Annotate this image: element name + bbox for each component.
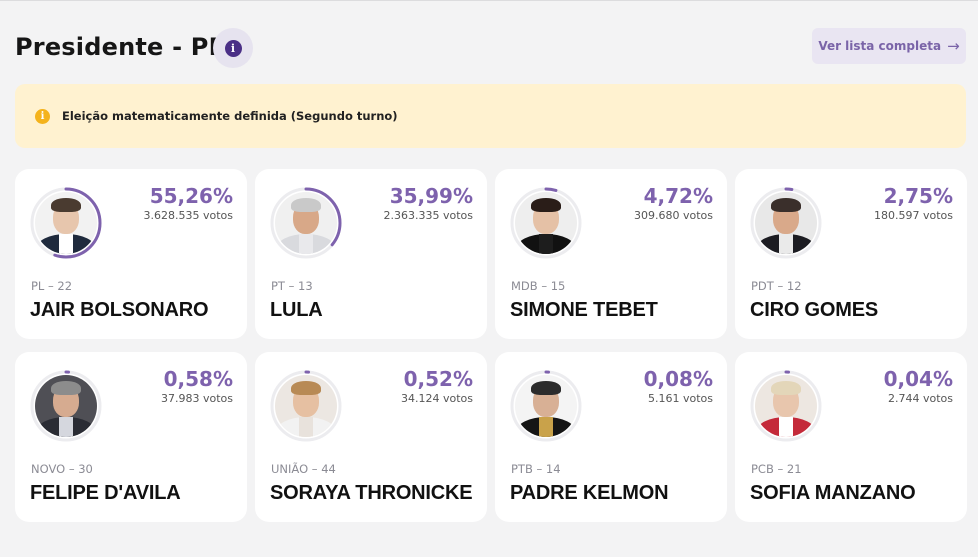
candidate-name: PADRE KELMON (510, 482, 669, 504)
party-label: NOVO – 30 (31, 462, 93, 476)
candidate-name: CIRO GOMES (750, 299, 879, 321)
vote-percentage: 4,72% (643, 184, 713, 208)
candidate-photo (268, 368, 344, 444)
candidate-photo (748, 185, 824, 261)
vote-share-ring (30, 370, 102, 442)
vote-share-ring (510, 370, 582, 442)
party-label: PDT – 12 (751, 279, 802, 293)
avatar (275, 375, 337, 437)
avatar (755, 192, 817, 254)
vote-percentage: 55,26% (149, 184, 233, 208)
candidate-name: JAIR BOLSONARO (30, 299, 209, 321)
candidate-card[interactable]: 35,99% 2.363.335 votos PT – 13 LULA (255, 169, 487, 339)
avatar (275, 192, 337, 254)
candidate-card[interactable]: 0,08% 5.161 votos PTB – 14 PADRE KELMON (495, 352, 727, 522)
info-icon: i (224, 39, 242, 57)
candidate-card[interactable]: 0,04% 2.744 votos PCB – 21 SOFIA MANZANO (735, 352, 967, 522)
avatar (515, 192, 577, 254)
vote-count: 180.597 votos (874, 209, 953, 222)
vote-percentage: 0,52% (403, 367, 473, 391)
candidate-photo (508, 185, 584, 261)
vote-share-ring (270, 187, 342, 259)
avatar (515, 375, 577, 437)
vote-count: 34.124 votos (401, 392, 473, 405)
vote-percentage: 0,04% (883, 367, 953, 391)
candidate-photo (28, 185, 104, 261)
candidate-photo (748, 368, 824, 444)
party-label: PCB – 21 (751, 462, 802, 476)
vote-share-ring (270, 370, 342, 442)
vote-count: 309.680 votos (634, 209, 713, 222)
candidate-photo (28, 368, 104, 444)
page-title: Presidente - PR (15, 33, 228, 61)
candidate-card[interactable]: 4,72% 309.680 votos MDB – 15 SIMONE TEBE… (495, 169, 727, 339)
warning-icon: i (35, 108, 50, 124)
candidate-name: SIMONE TEBET (510, 299, 658, 321)
election-status-alert: i Eleição matematicamente definida (Segu… (15, 84, 966, 148)
candidate-card[interactable]: 55,26% 3.628.535 votos PL – 22 JAIR BOLS… (15, 169, 247, 339)
vote-share-ring (30, 187, 102, 259)
vote-count: 37.983 votos (161, 392, 233, 405)
candidate-name: FELIPE D'AVILA (30, 482, 181, 504)
party-label: PL – 22 (31, 279, 73, 293)
candidate-name: LULA (270, 299, 323, 321)
vote-share-ring (750, 370, 822, 442)
vote-count: 5.161 votos (647, 392, 713, 405)
avatar (755, 375, 817, 437)
candidate-photo (268, 185, 344, 261)
vote-percentage: 2,75% (883, 184, 953, 208)
party-label: UNIÃO – 44 (271, 462, 336, 476)
vote-percentage: 0,08% (643, 367, 713, 391)
candidate-name: SOFIA MANZANO (750, 482, 916, 504)
candidate-name: SORAYA THRONICKE (270, 482, 473, 504)
vote-percentage: 35,99% (389, 184, 473, 208)
vote-count: 3.628.535 votos (143, 209, 234, 222)
party-label: PTB – 14 (511, 462, 561, 476)
vote-share-ring (750, 187, 822, 259)
avatar (35, 375, 97, 437)
avatar (35, 192, 97, 254)
vote-percentage: 0,58% (163, 367, 233, 391)
view-full-list-button[interactable]: Ver lista completa → (812, 28, 966, 64)
info-button[interactable]: i (213, 28, 253, 68)
candidate-card[interactable]: 2,75% 180.597 votos PDT – 12 CIRO GOMES (735, 169, 967, 339)
page-header: Presidente - PR i Ver lista completa → (15, 28, 966, 68)
party-label: MDB – 15 (511, 279, 566, 293)
candidate-card[interactable]: 0,52% 34.124 votos UNIÃO – 44 SORAYA THR… (255, 352, 487, 522)
party-label: PT – 13 (271, 279, 313, 293)
alert-text: Eleição matematicamente definida (Segund… (62, 109, 398, 123)
vote-count: 2.744 votos (887, 392, 953, 405)
vote-share-ring (510, 187, 582, 259)
candidate-card[interactable]: 0,58% 37.983 votos NOVO – 30 FELIPE D'AV… (15, 352, 247, 522)
view-full-list-label: Ver lista completa (818, 39, 942, 53)
arrow-right-icon: → (947, 37, 960, 55)
vote-count: 2.363.335 votos (383, 209, 474, 222)
candidate-photo (508, 368, 584, 444)
